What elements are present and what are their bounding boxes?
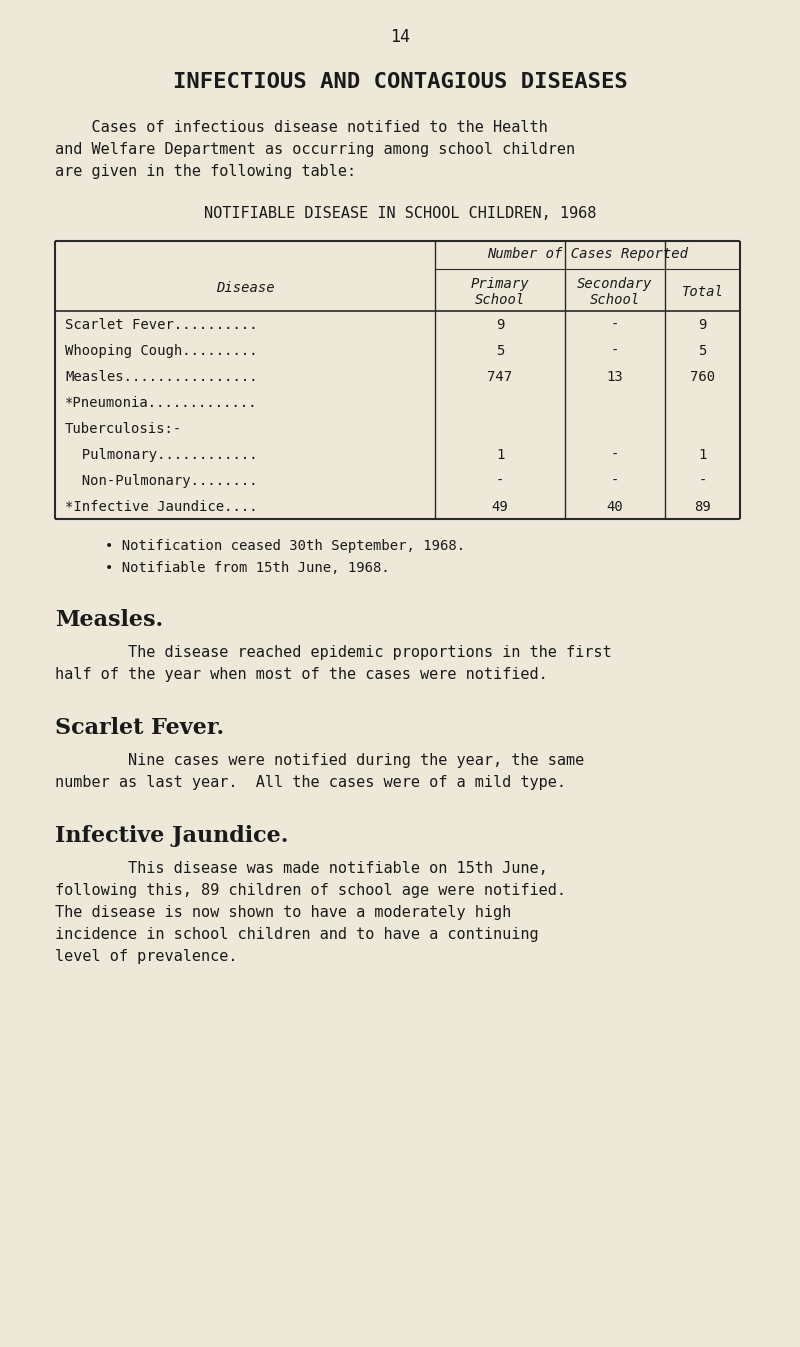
Text: The disease reached epidemic proportions in the first: The disease reached epidemic proportions…	[55, 645, 612, 660]
Text: Scarlet Fever.: Scarlet Fever.	[55, 717, 224, 740]
Text: Disease: Disease	[216, 282, 274, 295]
Text: Measles.: Measles.	[55, 609, 163, 630]
Text: This disease was made notifiable on 15th June,: This disease was made notifiable on 15th…	[55, 861, 548, 876]
Text: Scarlet Fever..........: Scarlet Fever..........	[65, 318, 258, 331]
Text: Cases of infectious disease notified to the Health: Cases of infectious disease notified to …	[55, 120, 548, 135]
Text: 49: 49	[492, 500, 508, 515]
Text: -: -	[698, 474, 706, 488]
Text: 14: 14	[390, 28, 410, 46]
Text: incidence in school children and to have a continuing: incidence in school children and to have…	[55, 927, 538, 942]
Text: Whooping Cough.........: Whooping Cough.........	[65, 343, 258, 358]
Text: and Welfare Department as occurring among school children: and Welfare Department as occurring amon…	[55, 141, 575, 158]
Text: • Notifiable from 15th June, 1968.: • Notifiable from 15th June, 1968.	[105, 560, 390, 575]
Text: 9: 9	[496, 318, 504, 331]
Text: Pulmonary............: Pulmonary............	[65, 449, 258, 462]
Text: Secondary
School: Secondary School	[578, 277, 653, 307]
Text: number as last year.  All the cases were of a mild type.: number as last year. All the cases were …	[55, 775, 566, 789]
Text: 1: 1	[698, 449, 706, 462]
Text: half of the year when most of the cases were notified.: half of the year when most of the cases …	[55, 667, 548, 682]
Text: Measles................: Measles................	[65, 370, 258, 384]
Text: Tuberculosis:-: Tuberculosis:-	[65, 422, 182, 436]
Text: INFECTIOUS AND CONTAGIOUS DISEASES: INFECTIOUS AND CONTAGIOUS DISEASES	[173, 71, 627, 92]
Text: Number of Cases Reported: Number of Cases Reported	[487, 247, 688, 261]
Text: 5: 5	[698, 343, 706, 358]
Text: 9: 9	[698, 318, 706, 331]
Text: Infective Jaundice.: Infective Jaundice.	[55, 824, 288, 847]
Text: 747: 747	[487, 370, 513, 384]
Text: following this, 89 children of school age were notified.: following this, 89 children of school ag…	[55, 884, 566, 898]
Text: NOTIFIABLE DISEASE IN SCHOOL CHILDREN, 1968: NOTIFIABLE DISEASE IN SCHOOL CHILDREN, 1…	[204, 206, 596, 221]
Text: -: -	[496, 474, 504, 488]
Text: The disease is now shown to have a moderately high: The disease is now shown to have a moder…	[55, 905, 511, 920]
Text: -: -	[611, 449, 619, 462]
Text: 40: 40	[606, 500, 623, 515]
Text: *Pneumonia.............: *Pneumonia.............	[65, 396, 258, 409]
Text: -: -	[611, 343, 619, 358]
Text: *Infective Jaundice....: *Infective Jaundice....	[65, 500, 258, 515]
Text: 13: 13	[606, 370, 623, 384]
Text: are given in the following table:: are given in the following table:	[55, 164, 356, 179]
Text: Total: Total	[682, 286, 723, 299]
Text: -: -	[611, 474, 619, 488]
Text: -: -	[611, 318, 619, 331]
Text: • Notification ceased 30th September, 1968.: • Notification ceased 30th September, 19…	[105, 539, 465, 554]
Text: Nine cases were notified during the year, the same: Nine cases were notified during the year…	[55, 753, 584, 768]
Text: 89: 89	[694, 500, 711, 515]
Text: 760: 760	[690, 370, 715, 384]
Text: Non-Pulmonary........: Non-Pulmonary........	[65, 474, 258, 488]
Text: level of prevalence.: level of prevalence.	[55, 950, 238, 964]
Text: 1: 1	[496, 449, 504, 462]
Text: Primary
School: Primary School	[470, 277, 530, 307]
Text: 5: 5	[496, 343, 504, 358]
